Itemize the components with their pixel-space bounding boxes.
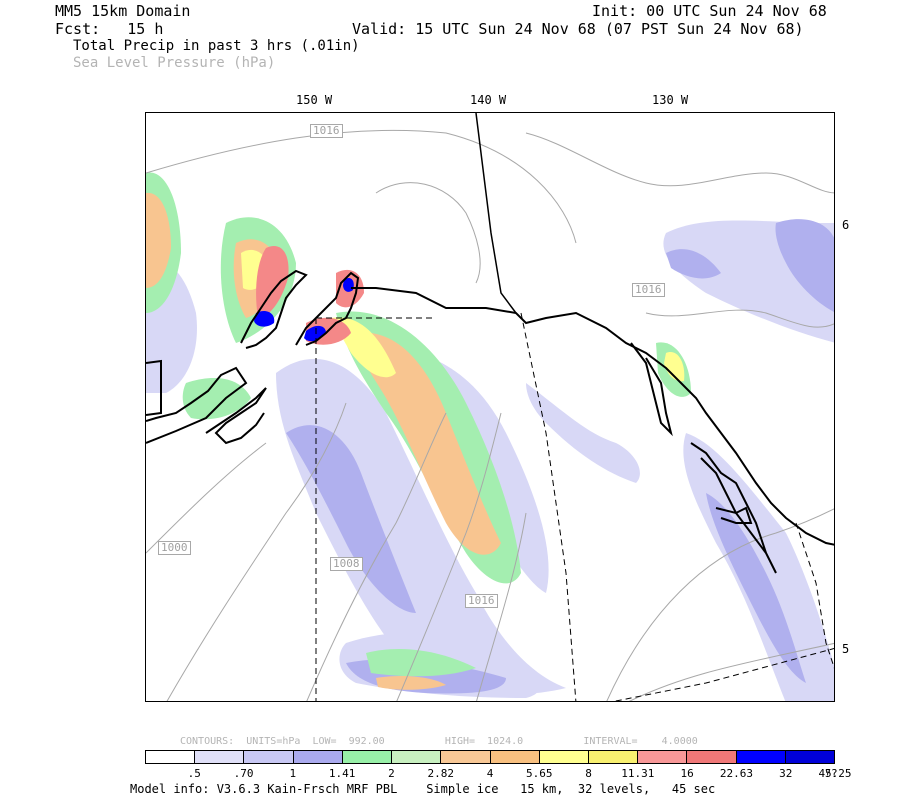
isobar-label: 1016 xyxy=(465,594,498,608)
latitude-label-upper: 6 xyxy=(842,218,850,232)
longitude-label-130w: 130 W xyxy=(652,93,689,107)
legend-swatch xyxy=(588,751,639,763)
legend-swatch xyxy=(342,751,393,763)
legend-label: 2 xyxy=(388,767,395,780)
longitude-label-150w: 150 W xyxy=(296,93,333,107)
legend-swatch xyxy=(490,751,540,763)
init-time: Init: 00 UTC Sun 24 Nov 68 xyxy=(592,2,827,20)
legend-label: .5 xyxy=(187,767,201,780)
longitude-label-140w: 140 W xyxy=(470,93,507,107)
isobar-lines xyxy=(146,129,834,701)
forecast-hour: Fcst: 15 h xyxy=(55,20,164,38)
precip-legend-bar xyxy=(145,750,835,764)
isobar-label: 1016 xyxy=(310,124,343,138)
legend-swatch xyxy=(146,751,196,763)
legend-swatch xyxy=(736,751,786,763)
legend-swatch xyxy=(392,751,442,763)
map-canvas xyxy=(146,113,834,701)
legend-label: 8 xyxy=(585,767,592,780)
legend-label: 2.82 xyxy=(427,767,454,780)
latitude-label-lower: 5 xyxy=(842,642,850,656)
legend-label: 16 xyxy=(680,767,694,780)
field-primary-label: Total Precip in past 3 hrs (.01in) xyxy=(73,38,360,54)
legend-label: 1 xyxy=(289,767,297,780)
valid-time: Valid: 15 UTC Sun 24 Nov 68 (07 PST Sun … xyxy=(352,20,804,38)
isobar-label: 1016 xyxy=(632,283,665,297)
domain-title: MM5 15km Domain xyxy=(55,2,191,20)
legend-swatch xyxy=(441,751,491,763)
legend-label: 22.63 xyxy=(719,767,753,780)
field-secondary-label: Sea Level Pressure (hPa) xyxy=(73,55,276,71)
model-info: Model info: V3.6.3 Kain-Frsch MRF PBL Si… xyxy=(130,782,716,796)
legend-swatch xyxy=(195,751,245,763)
legend-swatch xyxy=(687,751,737,763)
legend-label: ?? xyxy=(824,767,838,780)
political-borders xyxy=(475,113,517,314)
legend-swatch xyxy=(638,751,688,763)
legend-swatch xyxy=(244,751,294,763)
legend-label: 45.25 xyxy=(818,767,852,780)
legend-label: 1.41 xyxy=(328,767,356,780)
isobar-label: 1008 xyxy=(330,557,363,571)
legend-label: 4 xyxy=(486,767,494,780)
isobar-label: 1000 xyxy=(158,541,191,555)
legend-swatch xyxy=(785,751,835,763)
precip-blue-layer xyxy=(254,278,354,342)
legend-swatch xyxy=(293,751,343,763)
precipitation-map xyxy=(145,112,835,702)
contour-info: CONTOURS: UNITS=hPa LOW= 992.00 HIGH= 10… xyxy=(180,736,698,747)
coastlines xyxy=(146,269,834,574)
legend-swatch xyxy=(539,751,589,763)
borders-dashed xyxy=(315,312,834,701)
legend-label: 32 xyxy=(779,767,793,780)
legend-label: 5.65 xyxy=(526,767,553,780)
legend-label: 11.31 xyxy=(621,767,655,780)
legend-label: .70 xyxy=(233,767,254,780)
